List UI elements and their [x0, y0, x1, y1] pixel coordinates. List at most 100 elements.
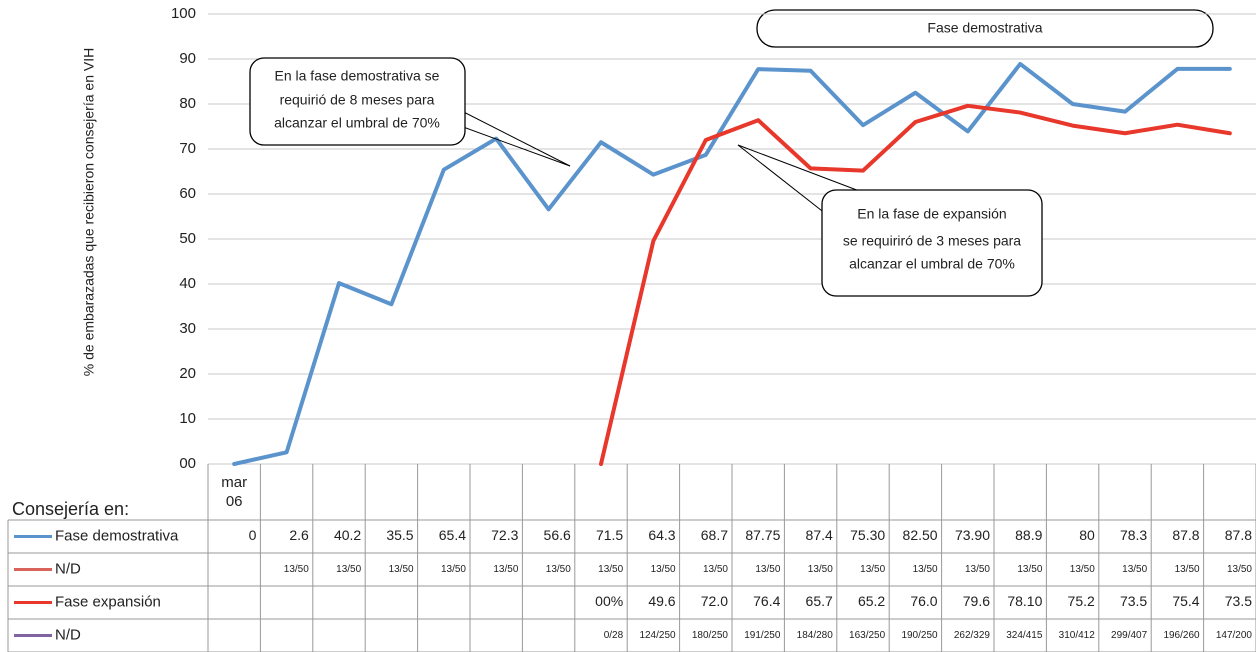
data-line [232, 61, 1232, 466]
table-cell: 78.3 [1120, 527, 1147, 543]
table-cell: 13/50 [965, 564, 990, 575]
y-tick-label: 60 [179, 185, 196, 202]
y-tick-label: 80 [179, 95, 196, 112]
legend-label: Fase expansión [55, 593, 161, 610]
callout-text: En la fase de expansión [857, 206, 1006, 222]
table-cell: 13/50 [1070, 564, 1095, 575]
table-cell: 73.90 [955, 527, 990, 543]
table-cell: 310/412 [1059, 630, 1096, 641]
x-tick-label: mar 06 [221, 474, 247, 510]
table-cell: 75.4 [1172, 593, 1199, 609]
table-cell: 87.8 [1172, 527, 1199, 543]
table-cell: 13/50 [913, 564, 938, 575]
table-cell: 87.75 [745, 527, 780, 543]
table-cell: 0/28 [604, 630, 624, 641]
table-cell: 82.50 [903, 527, 938, 543]
table-header: Consejería en: [12, 499, 129, 519]
table-cell: 0 [249, 527, 257, 543]
table-cell: 75.2 [1068, 593, 1095, 609]
y-tick-label: 70 [179, 140, 196, 157]
table-cell: 13/50 [441, 564, 466, 575]
legend-label: N/D [55, 626, 81, 643]
y-tick-label: 50 [179, 230, 196, 247]
table-cell: 196/260 [1163, 630, 1200, 641]
callout-text: requirió de 8 meses para [280, 92, 435, 108]
table-cell: 65.2 [858, 593, 885, 609]
pointer [737, 144, 827, 215]
table-cell: 2.6 [289, 527, 309, 543]
table-cell: 68.7 [701, 527, 728, 543]
y-tick-label: 00 [179, 455, 196, 472]
table-cell: 71.5 [596, 527, 623, 543]
table-cell: 76.4 [753, 593, 780, 609]
callout [821, 189, 1043, 297]
table-cell: 147/200 [1216, 630, 1253, 641]
y-tick-label: 90 [179, 50, 196, 67]
table-cell: 73.5 [1225, 593, 1252, 609]
table-cell: 13/50 [1017, 564, 1042, 575]
table-cell: 00% [595, 593, 623, 609]
legend-label: N/D [55, 560, 81, 577]
table-cell: 13/50 [755, 564, 780, 575]
plot: 00 10 20 30 40 50 60 70 80 90 100 mar 06 Fase demostr… [7, 5, 1256, 652]
callout-text: En la fase demostrativa se [275, 68, 440, 84]
chart-title: Fase demostrativa [927, 20, 1042, 36]
table-cell: 13/50 [598, 564, 623, 575]
table-cell: 13/50 [860, 564, 885, 575]
table-cell: 13/50 [284, 564, 309, 575]
table-cell: 262/329 [954, 630, 991, 641]
y-tick-label: 100 [171, 5, 196, 22]
table-cell: 191/250 [744, 630, 781, 641]
y-tick-label: 30 [179, 320, 196, 337]
callout [249, 57, 466, 146]
table-cell: 35.5 [386, 527, 413, 543]
table-cell: 64.3 [648, 527, 675, 543]
table-cell: 299/407 [1111, 630, 1148, 641]
table-cell: 124/250 [639, 630, 676, 641]
y-tick-label: 40 [179, 275, 196, 292]
table-cell: 65.7 [806, 593, 833, 609]
table-cell: 13/50 [808, 564, 833, 575]
pointer [737, 144, 863, 193]
data-line [599, 103, 1232, 466]
table-cell: 49.6 [648, 593, 675, 609]
table-cell: 78.10 [1007, 593, 1042, 609]
table-cell: 76.0 [910, 593, 937, 609]
callout-text: alcanzar el umbral de 70% [849, 256, 1015, 272]
title-box [756, 9, 1214, 48]
table-cell: 13/50 [651, 564, 676, 575]
table-cell: 56.6 [544, 527, 571, 543]
table-cell: 13/50 [493, 564, 518, 575]
table-cell: 88.9 [1015, 527, 1042, 543]
table-cell: 13/50 [1227, 564, 1252, 575]
table-cell: 180/250 [692, 630, 729, 641]
table-cell: 324/415 [1006, 630, 1043, 641]
table-cell: 13/50 [546, 564, 571, 575]
table-cell: 13/50 [1122, 564, 1147, 575]
y-tick-label: 20 [179, 365, 196, 382]
table-cell: 87.4 [806, 527, 833, 543]
table-cell: 163/250 [849, 630, 886, 641]
table-cell: 184/280 [797, 630, 834, 641]
table-cell: 13/50 [336, 564, 361, 575]
callout-text: alcanzar el umbral de 70% [274, 115, 440, 131]
pointer [454, 123, 571, 167]
callout-text: se requiriró de 3 meses para [843, 233, 1021, 249]
table-cell: 13/50 [389, 564, 414, 575]
table-cell: 40.2 [334, 527, 361, 543]
table-cell: 65.4 [439, 527, 466, 543]
table-cell: 72.3 [491, 527, 518, 543]
table-cell: 13/50 [1175, 564, 1200, 575]
table-cell: 79.6 [963, 593, 990, 609]
table-cell: 73.5 [1120, 593, 1147, 609]
y-tick-label: 10 [179, 410, 196, 427]
table-cell: 75.30 [850, 527, 885, 543]
y-axis-title: % de embarazadas que recibieron consejer… [81, 48, 97, 376]
legend-label: Fase demostrativa [55, 527, 179, 544]
table-cell: 72.0 [701, 593, 728, 609]
table-cell: 80 [1079, 527, 1095, 543]
table-cell: 13/50 [703, 564, 728, 575]
table-cell: 87.8 [1225, 527, 1252, 543]
